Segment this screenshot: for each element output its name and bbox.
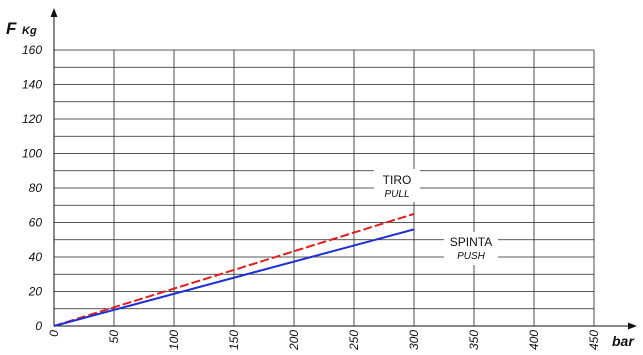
series-line-tiro bbox=[53, 212, 415, 327]
x-axis-title: bar bbox=[612, 333, 635, 349]
spinta-label: SPINTA bbox=[450, 235, 492, 249]
ticks-layer: 0 20 40 60 80 100 120 140 160 0 50 100 150 200 250 300 3… bbox=[22, 43, 601, 351]
y-axis-title: F bbox=[6, 19, 17, 38]
x-tick-label: 150 bbox=[227, 330, 241, 350]
axes-layer bbox=[50, 8, 637, 330]
y-axis-unit: Kg bbox=[22, 25, 37, 37]
tiro-label: TIRO bbox=[383, 173, 412, 187]
x-tick-label: 0 bbox=[47, 330, 61, 337]
y-tick-label: 80 bbox=[29, 181, 43, 195]
tiro-label-box bbox=[374, 169, 420, 202]
x-tick-label: 400 bbox=[527, 330, 541, 350]
x-tick-label: 50 bbox=[107, 330, 121, 344]
y-tick-label: 160 bbox=[22, 43, 42, 57]
x-tick-label: 350 bbox=[467, 330, 481, 350]
series-line-spinta bbox=[53, 228, 415, 327]
x-tick-label: 200 bbox=[287, 330, 301, 351]
series-layer bbox=[53, 212, 415, 327]
x-tick-label: 250 bbox=[347, 330, 361, 351]
x-tick-label: 450 bbox=[587, 330, 601, 350]
x-tick-label: 300 bbox=[407, 330, 421, 350]
y-tick-label: 20 bbox=[28, 285, 43, 299]
spinta-sublabel: PUSH bbox=[457, 251, 486, 262]
grid-layer bbox=[54, 49, 595, 326]
tiro-sublabel: PULL bbox=[384, 189, 409, 200]
y-tick-label: 100 bbox=[22, 147, 42, 161]
x-tick-label: 100 bbox=[167, 330, 181, 350]
y-axis-arrow bbox=[50, 8, 58, 17]
y-tick-label: 0 bbox=[35, 319, 42, 333]
y-tick-label: 120 bbox=[22, 112, 42, 126]
y-tick-label: 60 bbox=[29, 216, 43, 230]
y-tick-label: 140 bbox=[22, 78, 42, 92]
y-tick-label: 40 bbox=[29, 250, 43, 264]
spinta-label-box bbox=[444, 232, 498, 265]
x-axis-arrow bbox=[628, 322, 637, 330]
